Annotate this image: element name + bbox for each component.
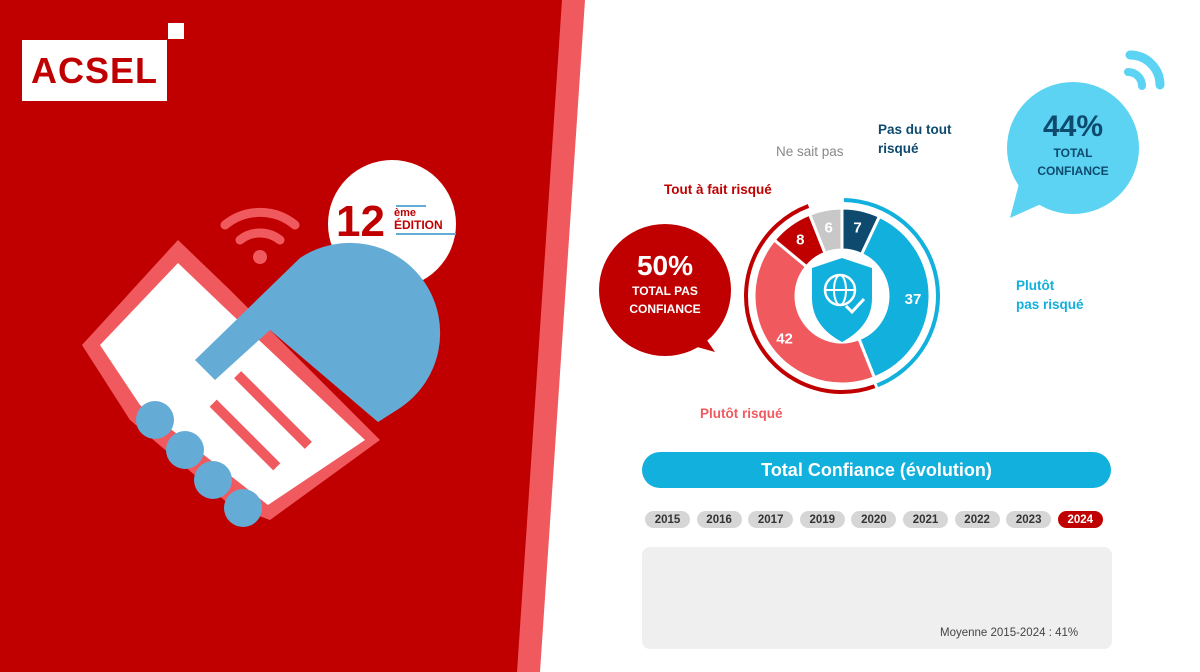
group-arc-pas-confiance xyxy=(744,204,876,394)
year-label-2015: 2015 xyxy=(645,511,690,528)
confiance-value: 44% xyxy=(1042,110,1104,143)
confiance-label-1: TOTAL xyxy=(1053,146,1093,160)
logo-square xyxy=(168,23,184,39)
label-plutot-pas-1: Plutôt xyxy=(1016,278,1055,293)
donut-value-3: 8 xyxy=(796,232,804,249)
svg-text:12: 12 xyxy=(336,197,385,246)
donut-slice-1 xyxy=(856,214,932,380)
average-note: Moyenne 2015-2024 : 41% xyxy=(940,627,1079,639)
year-label-2022: 2022 xyxy=(954,511,1000,528)
pas-confiance-value: 50% xyxy=(636,250,694,281)
shield-globe-check-icon xyxy=(812,258,872,342)
pas-confiance-bubble-text: 50% TOTAL PAS CONFIANCE xyxy=(605,250,725,318)
edition-badge: 12 ème ÉDITION xyxy=(336,197,456,246)
donut-slice-4 xyxy=(807,206,844,256)
year-label-2017: 2017 xyxy=(748,511,794,528)
year-label-2024: 2024 xyxy=(1057,511,1103,528)
label-plutot-pas: Plutôt pas risqué xyxy=(1016,276,1084,314)
donut-value-2: 42 xyxy=(776,331,793,348)
label-pas-du-tout-2: risqué xyxy=(878,141,919,156)
evolution-panel xyxy=(642,547,1112,649)
year-label-2023: 2023 xyxy=(1006,511,1052,528)
year-label-2020: 2020 xyxy=(851,511,897,528)
bubble-confiance xyxy=(1007,50,1165,218)
evolution-title: Total Confiance (évolution) xyxy=(642,452,1111,488)
confiance-bubble-text: 44% TOTAL CONFIANCE xyxy=(1020,110,1126,180)
label-pas-du-tout-1: Pas du tout xyxy=(878,122,952,137)
group-arc-confiance xyxy=(843,198,940,388)
acsel-logo: ACSEL xyxy=(22,40,167,101)
year-label-2021: 2021 xyxy=(903,511,948,528)
year-labels: 2015 2016 2017 2019 2020 2021 2022 2023 2024 xyxy=(645,511,1115,528)
donut-value-0: 7 xyxy=(853,220,861,237)
svg-text:ème: ème xyxy=(394,207,416,219)
pas-confiance-label-1: TOTAL PAS xyxy=(632,284,698,298)
svg-text:ÉDITION: ÉDITION xyxy=(394,217,443,232)
donut-value-1: 37 xyxy=(905,291,922,308)
donut-slice-2 xyxy=(752,237,877,386)
year-label-2019: 2019 xyxy=(799,511,845,528)
year-label-2016: 2016 xyxy=(696,511,742,528)
label-pas-du-tout: Pas du tout risqué xyxy=(878,120,952,158)
bubble-pas-confiance xyxy=(599,224,731,356)
confiance-label-2: CONFIANCE xyxy=(1037,164,1109,178)
label-tout-a-fait: Tout à fait risqué xyxy=(664,182,772,197)
label-ne-sait-pas: Ne sait pas xyxy=(776,144,844,159)
label-plutot-pas-2: pas risqué xyxy=(1016,297,1084,312)
label-plutot-risque: Plutôt risqué xyxy=(700,406,783,421)
donut-chart: 7 37 42 8 6 xyxy=(744,198,940,394)
donut-value-4: 6 xyxy=(825,219,833,236)
pas-confiance-label-2: CONFIANCE xyxy=(629,302,701,316)
handshake-wifi-icon xyxy=(82,160,456,527)
